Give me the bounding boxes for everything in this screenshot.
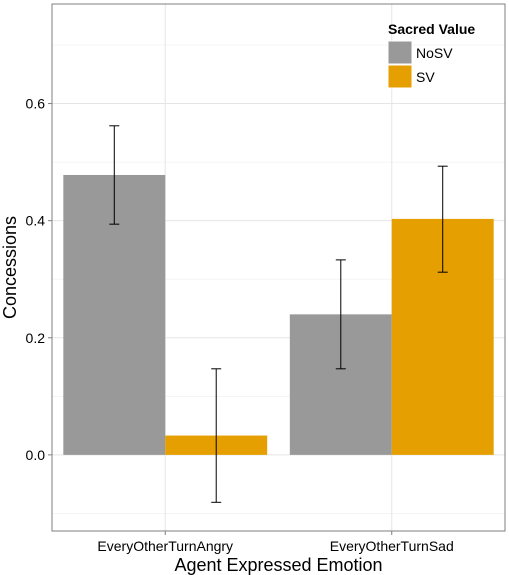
- y-tick-label: 0.4: [26, 213, 46, 229]
- x-axis-title: Agent Expressed Emotion: [174, 555, 382, 575]
- y-axis: 0.0 0.2 0.4 0.6: [26, 96, 52, 463]
- error-bar: [335, 259, 346, 370]
- y-tick-label: 0.0: [26, 447, 46, 463]
- legend-key-nosv: [387, 40, 413, 65]
- legend: Sacred Value NoSV SV: [387, 21, 475, 89]
- y-tick-label: 0.6: [26, 96, 46, 112]
- legend-key-sv: [387, 64, 413, 89]
- error-bar: [437, 165, 448, 273]
- legend-label-sv: SV: [416, 69, 435, 85]
- legend-title: Sacred Value: [388, 21, 475, 37]
- y-axis-title: Concessions: [0, 216, 20, 319]
- error-bar: [109, 125, 120, 225]
- y-tick-label: 0.2: [26, 330, 46, 346]
- legend-label-nosv: NoSV: [416, 45, 453, 61]
- x-axis: EveryOtherTurnAngry EveryOtherTurnSad: [97, 531, 454, 554]
- panel-border: [51, 3, 506, 532]
- error-bar: [211, 368, 222, 503]
- x-tick-label: EveryOtherTurnSad: [330, 538, 454, 554]
- x-tick-label: EveryOtherTurnAngry: [97, 538, 233, 554]
- error-bars: [109, 125, 448, 503]
